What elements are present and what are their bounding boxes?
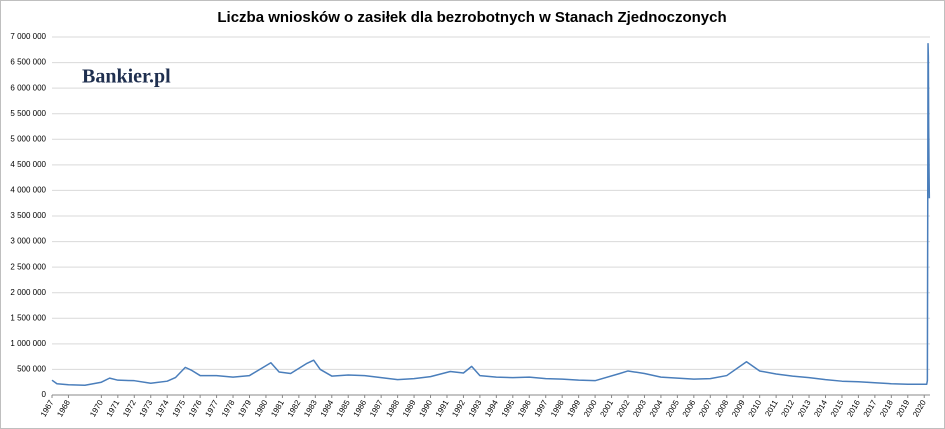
y-tick-label: 3 000 000 <box>10 237 46 246</box>
y-tick-label: 7 000 000 <box>10 32 46 41</box>
y-tick-label: 500 000 <box>17 365 46 374</box>
y-tick-label: 4 500 000 <box>10 160 46 169</box>
y-tick-label: 4 000 000 <box>10 186 46 195</box>
y-tick-label: 6 500 000 <box>10 58 46 67</box>
y-tick-label: 1 500 000 <box>10 313 46 322</box>
y-tick-label: 6 000 000 <box>10 83 46 92</box>
y-tick-label: 3 500 000 <box>10 211 46 220</box>
data-line <box>51 43 931 387</box>
y-tick-label: 5 000 000 <box>10 134 46 143</box>
chart-title: Liczba wniosków o zasiłek dla bezrobotny… <box>217 9 726 26</box>
y-tick-label: 5 500 000 <box>10 109 46 118</box>
y-tick-label: 0 <box>42 390 47 399</box>
y-tick-label: 2 000 000 <box>10 288 46 297</box>
logo: Bankier.pl <box>82 66 171 88</box>
y-tick-label: 2 500 000 <box>10 262 46 271</box>
y-tick-label: 1 000 000 <box>10 339 46 348</box>
logo-box <box>72 62 202 92</box>
